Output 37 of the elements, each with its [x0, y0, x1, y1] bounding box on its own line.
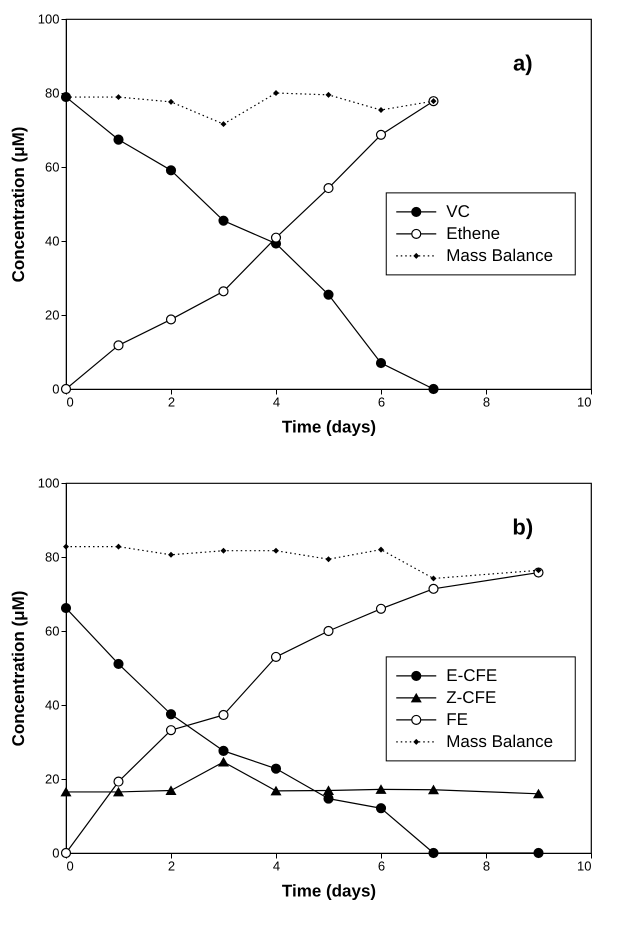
- y-tick-label: 100: [38, 476, 60, 490]
- legend-label: VC: [446, 202, 470, 221]
- x-tick-label: 0: [66, 394, 74, 410]
- x-tick-label: 0: [66, 858, 74, 874]
- x-tick-label: 10: [577, 858, 592, 874]
- legend-label: Ethene: [446, 224, 500, 243]
- legend-label: Mass Balance: [446, 246, 554, 265]
- y-axis-title: Concentration (μM): [8, 126, 28, 282]
- x-tick-label: 10: [577, 394, 592, 410]
- legend-label: E-CFE: [446, 666, 498, 685]
- y-tick-label: 60: [45, 624, 60, 638]
- x-tick-label: 8: [482, 394, 490, 410]
- x-tick-label: 2: [168, 394, 176, 410]
- y-axis-title: Concentration (μM): [8, 590, 28, 746]
- x-tick-label: 6: [378, 394, 386, 410]
- x-axis-title: Time (days): [282, 418, 376, 436]
- y-tick-label: 20: [45, 308, 60, 322]
- x-tick-label: 4: [272, 858, 280, 874]
- x-tick-label: 2: [168, 858, 176, 874]
- y-tick-label: 0: [52, 382, 60, 396]
- y-tick-label: 40: [45, 234, 60, 248]
- annotation: b): [512, 514, 534, 540]
- y-tick-label: 80: [45, 550, 60, 564]
- annotation: a): [512, 50, 533, 76]
- y-tick-label: 100: [38, 12, 60, 26]
- x-tick-label: 4: [272, 394, 280, 410]
- legend-label: Z-CFE: [446, 688, 496, 707]
- y-tick-label: 60: [45, 160, 60, 174]
- legend-label: FE: [446, 710, 468, 729]
- x-axis-title: Time (days): [282, 882, 376, 900]
- legend-label: Mass Balance: [446, 732, 554, 751]
- y-tick-label: 0: [52, 846, 60, 860]
- x-tick-label: 8: [482, 858, 490, 874]
- x-tick-label: 6: [378, 858, 386, 874]
- y-tick-label: 80: [45, 86, 60, 100]
- y-tick-label: 20: [45, 772, 60, 786]
- y-tick-label: 40: [45, 698, 60, 712]
